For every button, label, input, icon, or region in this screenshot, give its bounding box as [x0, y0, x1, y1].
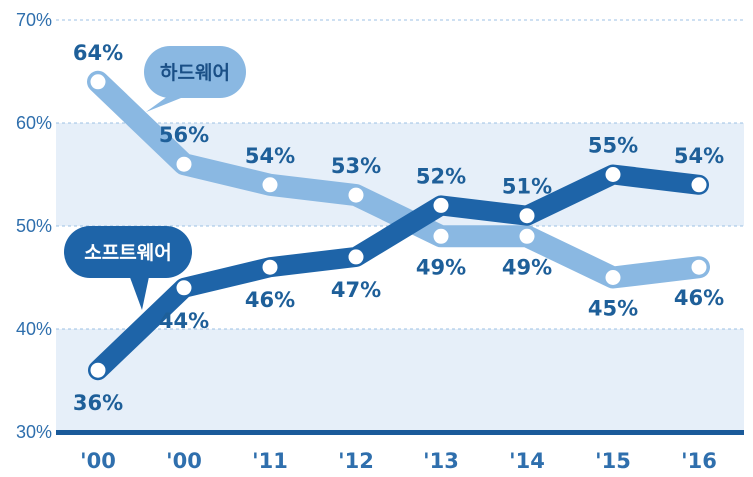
bubble-body: [144, 46, 246, 98]
data-point-software: [176, 280, 192, 296]
data-point-software: [433, 197, 449, 213]
y-tick-label: 40%: [16, 319, 52, 339]
data-label-hardware: 49%: [416, 255, 466, 279]
series-line-software: [88, 164, 709, 381]
data-label-software: 54%: [674, 144, 724, 168]
data-label-hardware: 46%: [674, 286, 724, 310]
x-tick-label: '16: [681, 449, 717, 473]
bubble-tail: [128, 272, 150, 310]
x-tick-label: '14: [509, 449, 545, 473]
data-point-hardware: [348, 187, 364, 203]
data-label-hardware: 56%: [159, 123, 209, 147]
data-point-hardware: [433, 228, 449, 244]
x-axis-line: [56, 430, 744, 435]
grid-band: [56, 329, 744, 432]
y-tick-label: 30%: [16, 422, 52, 442]
x-tick-label: '11: [252, 449, 288, 473]
x-tick-label: '15: [595, 449, 631, 473]
data-point-software: [262, 259, 278, 275]
x-tick-label: '00: [80, 449, 116, 473]
data-point-software: [348, 249, 364, 265]
data-label-hardware: 54%: [245, 144, 295, 168]
data-label-software: 44%: [159, 309, 209, 333]
legend-label-software: 소프트웨어: [84, 242, 171, 264]
data-point-hardware: [262, 177, 278, 193]
data-label-software: 47%: [331, 278, 381, 302]
y-tick-label: 70%: [16, 10, 52, 30]
data-point-software: [691, 177, 707, 193]
data-point-software: [90, 362, 106, 378]
series-line-hardware: [87, 70, 710, 289]
data-label-hardware: 45%: [588, 297, 638, 321]
data-point-software: [519, 208, 535, 224]
legend-bubble-hardware: 하드웨어: [144, 46, 246, 112]
x-tick-label: '12: [338, 449, 374, 473]
data-point-hardware: [605, 270, 621, 285]
x-tick-label: '13: [423, 449, 459, 473]
data-label-software: 51%: [502, 175, 552, 199]
data-label-hardware: 64%: [73, 41, 123, 65]
data-point-hardware: [691, 259, 707, 275]
data-point-hardware: [90, 74, 106, 90]
data-point-hardware: [519, 228, 535, 244]
data-label-software: 55%: [588, 134, 638, 158]
y-tick-label: 50%: [16, 216, 52, 236]
data-label-software: 52%: [416, 164, 466, 188]
bubble-body: [64, 226, 192, 278]
legend-bubble-software: 소프트웨어: [64, 226, 192, 310]
data-label-hardware: 53%: [331, 154, 381, 178]
data-point-software: [605, 167, 621, 182]
data-label-hardware: 49%: [502, 255, 552, 279]
x-tick-label: '00: [166, 449, 202, 473]
data-label-software: 36%: [73, 391, 123, 415]
legend-label-hardware: 하드웨어: [160, 62, 230, 84]
data-point-hardware: [176, 156, 192, 172]
y-tick-label: 60%: [16, 113, 52, 133]
data-label-software: 46%: [245, 288, 295, 312]
bubble-tail: [146, 96, 186, 112]
